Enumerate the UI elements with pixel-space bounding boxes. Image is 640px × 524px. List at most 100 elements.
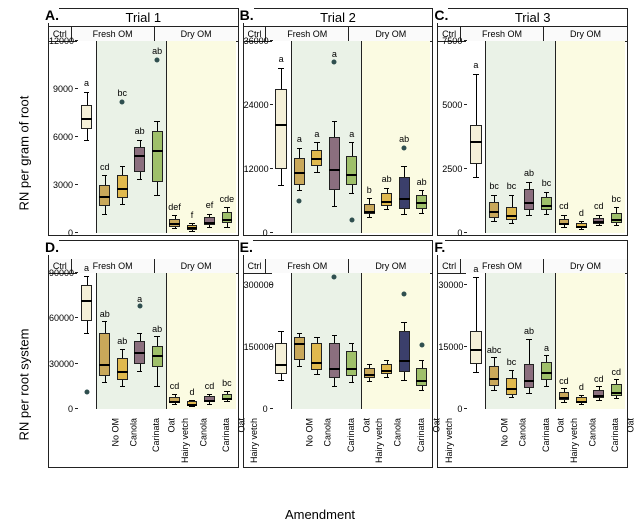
y-axis: 030006000900012000 [49,41,75,233]
significance-label: cd [594,374,604,384]
y-axis: 01500030000 [438,273,464,409]
significance-label: bc [489,181,499,191]
significance-label: ab [152,324,162,334]
outlier-point [155,58,160,63]
y-tick-label: 0 [49,404,73,414]
y-tick-label: 30000 [49,359,73,369]
x-tick-label: Canola [393,418,403,447]
boxplot-box [294,337,305,360]
boxplot-box [152,131,163,182]
x-axis-labels: No OMCanolaCarinataHairy vetchOatCanolaC… [77,411,236,467]
facet-region [485,273,555,409]
boxplot-box [399,177,410,209]
y-tick-label: 6000 [49,132,73,142]
x-tick-label: Oat [626,418,636,433]
x-tick-label: Carinata [610,418,620,452]
panel-grid: A.Trial 1CtrlFresh OMDry OMacdbcababdeff… [48,8,628,468]
panel-letter: F. [434,239,445,255]
facet-region [361,273,431,409]
facet-strip: Dry OM [155,27,238,41]
x-tick-label: No OM [499,418,509,447]
x-tick-label: Canola [587,418,597,447]
significance-label: ab [399,134,409,144]
facet-strip: Dry OM [349,259,432,273]
x-tick-label: No OM [110,418,120,447]
significance-label: ab [417,177,427,187]
y-axis: 0250050007500 [438,41,464,233]
significance-label: cd [594,201,604,211]
boxplot-box [364,368,375,378]
boxplot-box [470,125,482,163]
boxplot-box [489,366,500,387]
significance-label: bc [507,357,517,367]
y-tick-label: 5000 [438,100,462,110]
outlier-point [120,99,125,104]
y-tick-label: 0 [244,404,268,414]
significance-label: a [279,54,284,64]
facet-strip-row: CtrlFresh OMDry OM [438,259,627,274]
y-tick-label: 300000 [244,280,268,290]
outlier-point [402,145,407,150]
boxplot-box [416,368,427,387]
boxplot-box [381,364,392,374]
facet-strip: Ctrl [438,259,461,273]
panel-letter: C. [434,7,448,23]
facet-strip: Fresh OM [72,27,155,41]
boxplot-box [489,202,500,217]
panel: B.Trial 2CtrlFresh OMDry OMaaaaabababab0… [243,8,434,236]
figure-root: RN per gram of root RN per root system A… [0,0,640,524]
facet-strip: Dry OM [544,259,627,273]
panel-title: Trial 2 [244,9,433,27]
y-tick-label: 60000 [49,313,73,323]
x-tick-label: No OM [305,418,315,447]
outlier-point [402,291,407,296]
significance-label: bc [542,178,552,188]
boxplot-box [275,343,287,374]
y-axis-title-bottom: RN per root system [17,281,32,441]
boxplot-box [611,213,622,223]
panel: C.Trial 3CtrlFresh OMDry OMabcbcabbccddc… [437,8,628,236]
panel-letter: E. [240,239,253,255]
plot-area: aababaabcddcdbc [77,273,236,409]
significance-label: a [544,343,549,353]
boxplot-box [524,364,535,389]
y-axis: 0150000300000 [244,273,270,409]
significance-label: cd [205,381,215,391]
panel: D.CtrlFresh OMDry OMaababaabcddcdbc03000… [48,240,239,468]
panel-letter: D. [45,239,59,255]
x-axis-labels: No OMCanolaCarinataHairy vetchOatCanolaC… [272,411,431,467]
panel-letter: B. [240,7,254,23]
significance-label: cd [100,162,110,172]
plot-area: acdbcababdeffefcde [77,41,236,233]
outlier-point [349,217,354,222]
x-tick-label: Oat [556,418,566,433]
significance-label: ab [152,46,162,56]
x-tick-label: Oat [167,418,177,433]
boxplot-box [524,189,535,209]
panel: A.Trial 1CtrlFresh OMDry OMacdbcababdeff… [48,8,239,236]
x-tick-label: Carinata [221,418,231,452]
significance-label: b [367,185,372,195]
facet-strip: Fresh OM [461,27,544,41]
panel: F.CtrlFresh OMDry OMaabcbcabacddcdcd0150… [437,240,628,468]
significance-label: ab [100,309,110,319]
outlier-point [332,275,337,280]
significance-label: abc [487,345,502,355]
boxplot-box [329,343,340,378]
x-tick-label: Hairy vetch [374,418,384,463]
significance-label: ab [382,174,392,184]
x-tick-label: Carinata [416,418,426,452]
facet-strip-row: CtrlFresh OMDry OM [244,259,433,274]
significance-label: bc [612,194,622,204]
y-tick-label: 0 [244,228,268,238]
y-tick-label: 0 [438,404,462,414]
x-tick-label: Oat [361,418,371,433]
y-tick-label: 15000 [438,342,462,352]
significance-label: cd [559,376,569,386]
x-tick-label: Canola [518,418,528,447]
boxplot-box [311,343,322,370]
y-axis-title-top: RN per gram of root [17,51,32,211]
y-tick-label: 2500 [438,164,462,174]
significance-label: ab [135,126,145,136]
outlier-point [137,304,142,309]
